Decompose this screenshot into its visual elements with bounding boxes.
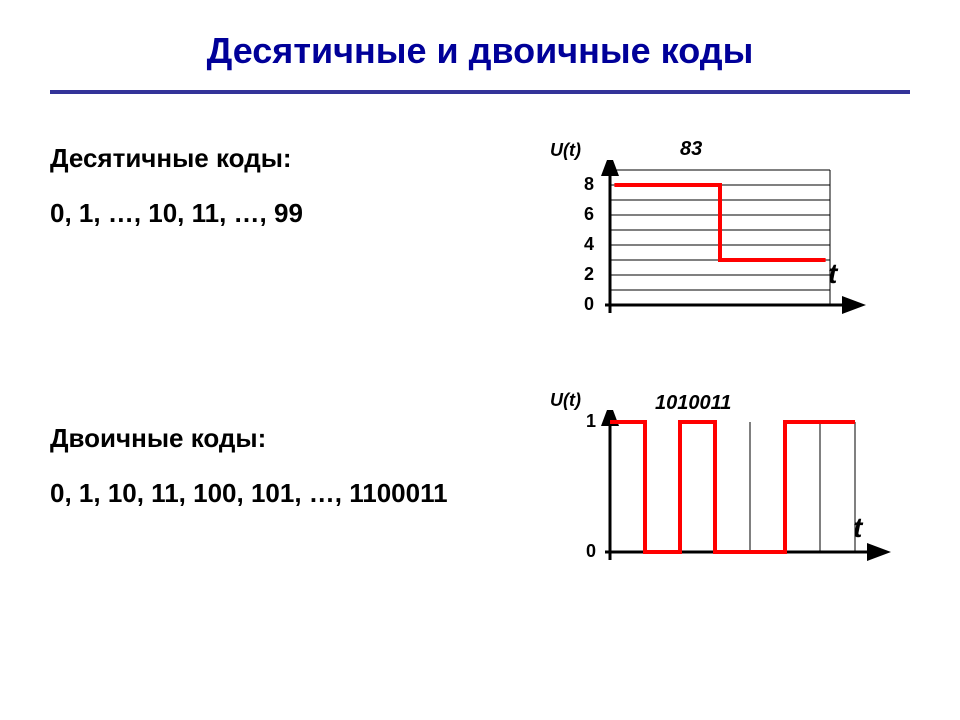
binary-signal-chart: U(t) 1010011 t 01 bbox=[560, 390, 900, 610]
chart1-ytick: 4 bbox=[570, 234, 594, 255]
chart2-ytick: 1 bbox=[572, 411, 596, 432]
chart1-ytick: 8 bbox=[570, 174, 594, 195]
decimal-heading: Десятичные коды: bbox=[50, 140, 292, 176]
decimal-signal-chart: U(t) 83 t 02468 bbox=[560, 140, 880, 340]
chart1-ylabel: U(t) bbox=[550, 140, 581, 161]
binary-heading: Двоичные коды: bbox=[50, 420, 266, 456]
chart1-value-label: 83 bbox=[680, 138, 702, 161]
chart2-ytick: 0 bbox=[572, 541, 596, 562]
chart1-ytick: 6 bbox=[570, 204, 594, 225]
chart1-ytick: 2 bbox=[570, 264, 594, 285]
title-underline bbox=[50, 90, 910, 94]
chart2-ylabel: U(t) bbox=[550, 390, 581, 411]
slide-title: Десятичные и двоичные коды bbox=[0, 30, 960, 72]
decimal-sequence: 0, 1, …, 10, 11, …, 99 bbox=[50, 195, 303, 231]
chart1-ytick: 0 bbox=[570, 294, 594, 315]
binary-sequence: 0, 1, 10, 11, 100, 101, …, 1100011 bbox=[50, 475, 448, 511]
